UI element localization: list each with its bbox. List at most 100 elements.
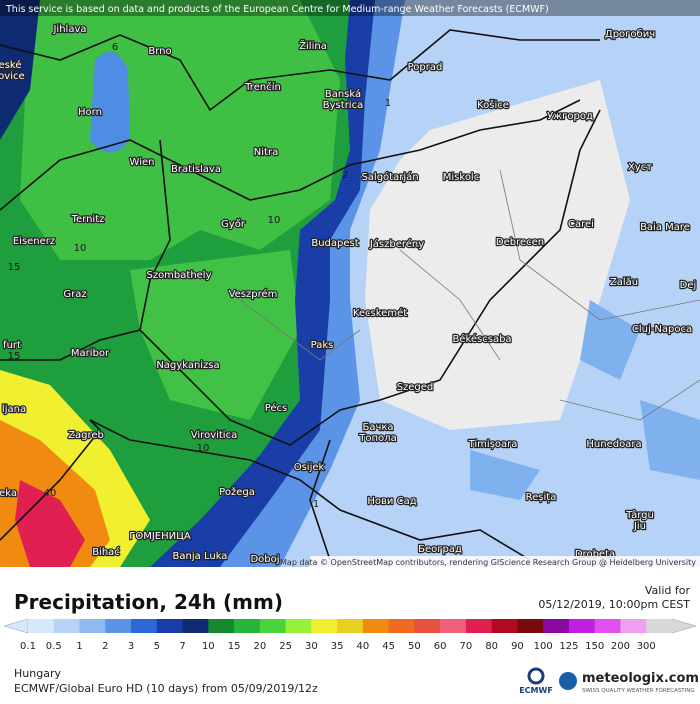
place-label: Jiu — [633, 521, 646, 532]
place-label: eka — [0, 488, 17, 499]
map: Jihlava Brno Žilina Poprad Дрогобич eskéjovic… — [0, 0, 700, 567]
border — [0, 29, 600, 112]
place-label: Brno — [148, 46, 171, 57]
legend-label: 45 — [382, 641, 395, 652]
legend-label: 0.5 — [46, 641, 62, 652]
place-label: Debrecen — [496, 237, 544, 248]
attribution: Map data © OpenStreetMap contributors, r… — [280, 558, 696, 567]
border — [89, 419, 531, 561]
place-label: Хуст — [628, 162, 652, 173]
legend-label: 70 — [460, 641, 473, 652]
place-label: Szombathely — [146, 270, 211, 281]
place-label: Paks — [311, 340, 334, 351]
legend-label: 1 — [76, 641, 82, 652]
region: Hungary — [14, 667, 61, 680]
legend-swatch — [156, 619, 184, 633]
title: Precipitation, 24h (mm) — [14, 590, 283, 614]
place-label: Kecskemét — [353, 307, 407, 319]
contour-label: 6 — [112, 42, 118, 53]
place-label: Doboj — [250, 554, 279, 565]
contour-label: 2 — [342, 170, 348, 181]
legend-swatch — [543, 619, 570, 633]
precip-15 — [130, 250, 300, 420]
legend-swatch — [105, 619, 132, 633]
legend-label: 25 — [279, 641, 292, 652]
legend-label: 200 — [611, 641, 630, 652]
place-label: Budapest — [311, 238, 358, 249]
precip-2 — [90, 52, 130, 153]
contour-label: 10 — [268, 215, 281, 226]
legend-swatch — [568, 619, 596, 633]
border — [309, 439, 331, 561]
place-label: Baia Mare — [640, 222, 690, 233]
legend-swatch — [259, 619, 287, 633]
place-label: Zagreb — [68, 430, 104, 441]
contour-labels: 6 1 2 10 10 15 15 10 40 1 — [8, 42, 392, 510]
place-label: Graz — [63, 289, 86, 300]
place-label: Nagykanizsa — [156, 360, 219, 371]
place-label: Bihać — [92, 546, 120, 558]
tagline: SWISS QUALITY WEATHER FORECASTING — [582, 688, 695, 694]
contour-label: 10 — [197, 443, 210, 454]
no-precip — [365, 80, 630, 430]
legend-swatch — [208, 619, 235, 633]
place-label: Нови Сад — [367, 496, 416, 507]
legend-label: 3 — [128, 641, 134, 652]
place-label: Jihlava — [52, 24, 86, 35]
place-label: Eisenerz — [13, 236, 55, 247]
place-label: Бачка — [362, 422, 393, 433]
place-label: Nitra — [254, 147, 278, 158]
precip-15 — [20, 0, 340, 260]
borders — [0, 29, 601, 561]
legend-label: 35 — [331, 641, 344, 652]
legend-swatch — [414, 619, 441, 633]
ecmwf-icon — [527, 667, 545, 685]
place-label: Ужгород — [547, 111, 593, 122]
legend-swatch — [337, 619, 364, 633]
legend-swatch — [234, 619, 261, 633]
contour-label: 1 — [313, 499, 319, 510]
place-label: Maribor — [71, 348, 110, 359]
place-label: Wien — [130, 157, 155, 168]
legend-swatch — [362, 619, 390, 633]
place-label: eské — [0, 59, 21, 71]
border — [0, 419, 102, 541]
admin-lines — [239, 169, 700, 421]
contour-label: 15 — [8, 262, 21, 273]
place-label: Osijek — [294, 462, 325, 473]
legend-label: 10 — [202, 641, 215, 652]
place-label: Reșița — [526, 492, 557, 503]
legend-label: 150 — [585, 641, 604, 652]
place-label: Virovitica — [191, 430, 237, 441]
place-label: Bratislava — [171, 164, 221, 175]
contour-label: 1 — [385, 98, 391, 109]
place-label: Banja Luka — [173, 551, 228, 562]
place-label: Banská — [325, 88, 361, 100]
legend-label: 90 — [511, 641, 524, 652]
ecmwf-logo: ECMWF — [519, 686, 553, 695]
precip-1 — [470, 300, 700, 500]
legend-label: 0.1 — [20, 641, 36, 652]
legend-arrow-right — [671, 618, 697, 634]
legend-swatch — [465, 619, 493, 633]
place-label: Košice — [477, 99, 509, 111]
place-label: Győr — [221, 218, 246, 230]
place-label: furt — [3, 340, 21, 351]
legend-label: 300 — [637, 641, 656, 652]
legend-label: 15 — [228, 641, 241, 652]
place-label: Carei — [568, 219, 594, 230]
valid-time: 05/12/2019, 10:00pm CEST — [538, 598, 690, 611]
place-label: Békéscsaba — [452, 333, 511, 345]
valid-label: Valid for — [645, 584, 691, 597]
place-label: Szeged — [397, 382, 434, 393]
admin-line — [239, 169, 700, 421]
legend-label: 40 — [357, 641, 370, 652]
place-label: Požega — [219, 486, 255, 498]
legend-swatch — [517, 619, 544, 633]
model-info: ECMWF/Global Euro HD (10 days) from 05/0… — [14, 682, 318, 695]
legend-swatch — [28, 619, 55, 633]
place-label: Miskolc — [443, 172, 479, 183]
legend-swatch — [285, 619, 312, 633]
precip-7 — [0, 0, 40, 140]
